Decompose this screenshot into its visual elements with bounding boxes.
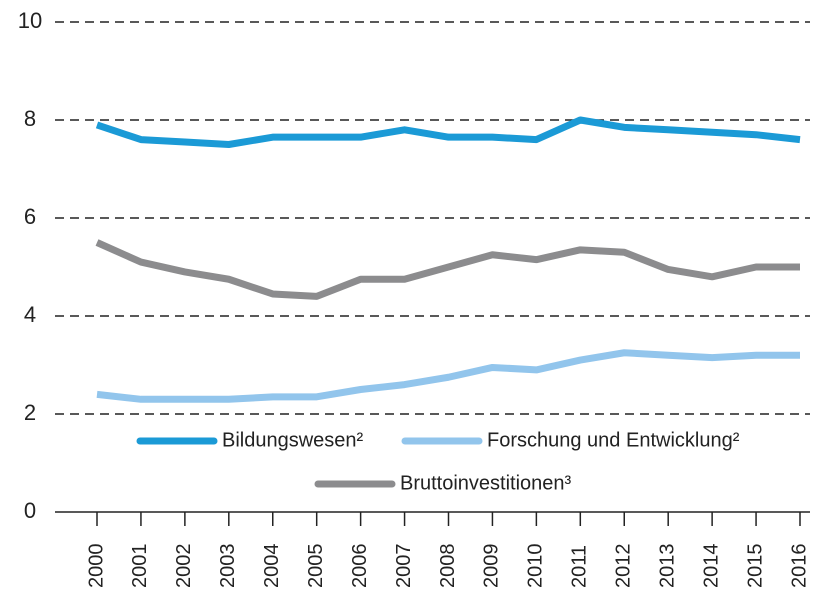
y-tick-label: 6 <box>24 204 36 229</box>
x-tick-label: 2010 <box>525 544 547 589</box>
x-tick-label: 2015 <box>744 544 766 589</box>
x-tick-label: 2001 <box>129 544 151 589</box>
y-tick-label: 10 <box>18 8 42 33</box>
y-tick-label: 4 <box>24 302 36 327</box>
data-line <box>97 243 800 297</box>
data-line <box>97 353 800 400</box>
x-tick-label: 2016 <box>788 544 810 589</box>
legend-label: Bildungswesen² <box>222 429 364 451</box>
legend-label: Bruttoinvestitionen³ <box>400 472 572 494</box>
x-tick-label: 2002 <box>173 544 195 589</box>
data-line <box>97 120 800 145</box>
x-tick-label: 2003 <box>217 544 239 589</box>
x-tick-label: 2006 <box>349 544 371 589</box>
x-tick-label: 2005 <box>305 544 327 589</box>
x-tick-label: 2007 <box>393 544 415 589</box>
x-tick-label: 2004 <box>261 544 283 589</box>
x-tick-label: 2009 <box>481 544 503 589</box>
legend-label: Forschung und Entwicklung² <box>487 429 740 451</box>
x-tick-label: 2013 <box>656 544 678 589</box>
x-tick-label: 2012 <box>613 544 635 589</box>
x-tick-label: 2011 <box>569 545 591 588</box>
y-tick-label: 0 <box>24 498 36 523</box>
x-tick-label: 2008 <box>437 544 459 589</box>
y-tick-label: 8 <box>24 106 36 131</box>
x-tick-label: 2014 <box>700 544 722 589</box>
x-tick-label: 2000 <box>85 544 107 589</box>
y-tick-label: 2 <box>24 400 36 425</box>
